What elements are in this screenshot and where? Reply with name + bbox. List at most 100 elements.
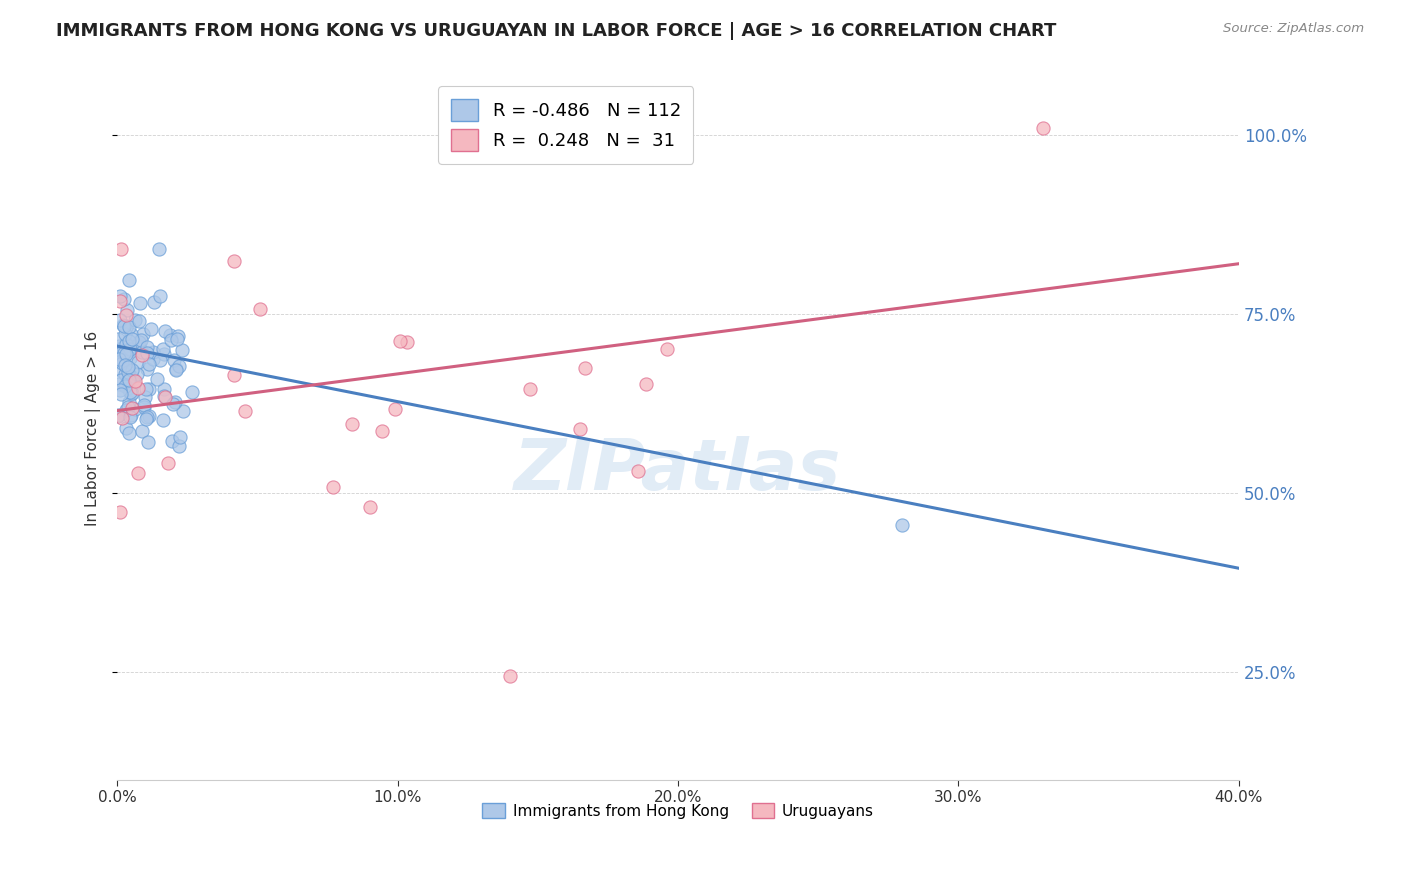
Point [127, 381, 149, 395]
Point [117, 381, 139, 395]
Y-axis label: In Labor Force | Age > 16: In Labor Force | Age > 16 [86, 331, 101, 526]
Point [159, 333, 181, 347]
Point [108, 289, 131, 303]
Point [120, 327, 142, 342]
Point [114, 368, 136, 382]
Point [163, 352, 186, 367]
Point [141, 322, 163, 336]
Point [125, 368, 148, 382]
Point [165, 361, 187, 376]
Point [891, 518, 914, 533]
Point [233, 404, 256, 418]
Point [108, 505, 131, 519]
Point [181, 384, 204, 399]
Point [574, 361, 596, 376]
Point [115, 337, 138, 351]
Point [153, 388, 176, 402]
Point [112, 340, 135, 354]
Point [1031, 120, 1053, 135]
Point [131, 348, 153, 362]
Point [121, 332, 143, 346]
Point [153, 390, 176, 404]
Point [136, 435, 159, 450]
Point [120, 385, 142, 400]
Point [634, 376, 657, 391]
Point [114, 358, 136, 372]
Point [136, 362, 159, 376]
Point [166, 332, 188, 346]
Point [121, 401, 143, 415]
Point [148, 243, 170, 257]
Point [121, 370, 143, 384]
Text: Source: ZipAtlas.com: Source: ZipAtlas.com [1223, 22, 1364, 36]
Point [156, 456, 179, 470]
Point [396, 335, 419, 350]
Point [162, 397, 184, 411]
Point [107, 332, 129, 346]
Point [108, 352, 131, 367]
Point [169, 438, 191, 452]
Point [115, 302, 138, 317]
Point [114, 326, 136, 341]
Point [149, 352, 172, 367]
Point [165, 363, 187, 377]
Point [117, 365, 139, 379]
Point [122, 376, 145, 390]
Point [111, 356, 134, 370]
Point [384, 401, 406, 416]
Point [138, 357, 160, 371]
Point [111, 352, 134, 367]
Point [110, 387, 132, 401]
Point [111, 364, 134, 378]
Point [152, 342, 174, 356]
Point [172, 404, 194, 418]
Point [124, 374, 146, 388]
Point [152, 347, 174, 361]
Point [568, 421, 591, 435]
Point [118, 394, 141, 409]
Point [132, 400, 155, 414]
Point [122, 372, 145, 386]
Point [111, 410, 134, 425]
Legend: Immigrants from Hong Kong, Uruguayans: Immigrants from Hong Kong, Uruguayans [475, 797, 880, 824]
Point [121, 386, 143, 401]
Point [131, 345, 153, 359]
Point [132, 398, 155, 412]
Point [135, 383, 157, 397]
Point [107, 347, 129, 361]
Point [110, 242, 132, 256]
Point [128, 314, 150, 328]
Point [112, 319, 135, 334]
Point [118, 334, 141, 349]
Point [142, 344, 165, 359]
Point [112, 346, 135, 360]
Point [136, 410, 159, 425]
Point [655, 342, 678, 356]
Point [117, 273, 139, 287]
Point [138, 382, 160, 396]
Point [172, 343, 194, 358]
Point [120, 409, 142, 423]
Point [114, 309, 136, 323]
Point [222, 254, 245, 268]
Point [111, 318, 134, 332]
Point [155, 324, 177, 338]
Point [160, 434, 183, 449]
Point [131, 327, 153, 342]
Point [115, 403, 138, 417]
Point [519, 382, 541, 396]
Point [118, 426, 141, 441]
Point [117, 401, 139, 415]
Point [159, 328, 181, 343]
Text: ZIPatlas: ZIPatlas [515, 436, 842, 505]
Point [121, 363, 143, 377]
Point [134, 390, 156, 404]
Point [167, 329, 190, 343]
Point [499, 669, 522, 683]
Point [222, 368, 245, 382]
Point [627, 464, 650, 478]
Point [129, 333, 152, 347]
Point [128, 334, 150, 349]
Point [107, 409, 129, 423]
Point [359, 500, 381, 515]
